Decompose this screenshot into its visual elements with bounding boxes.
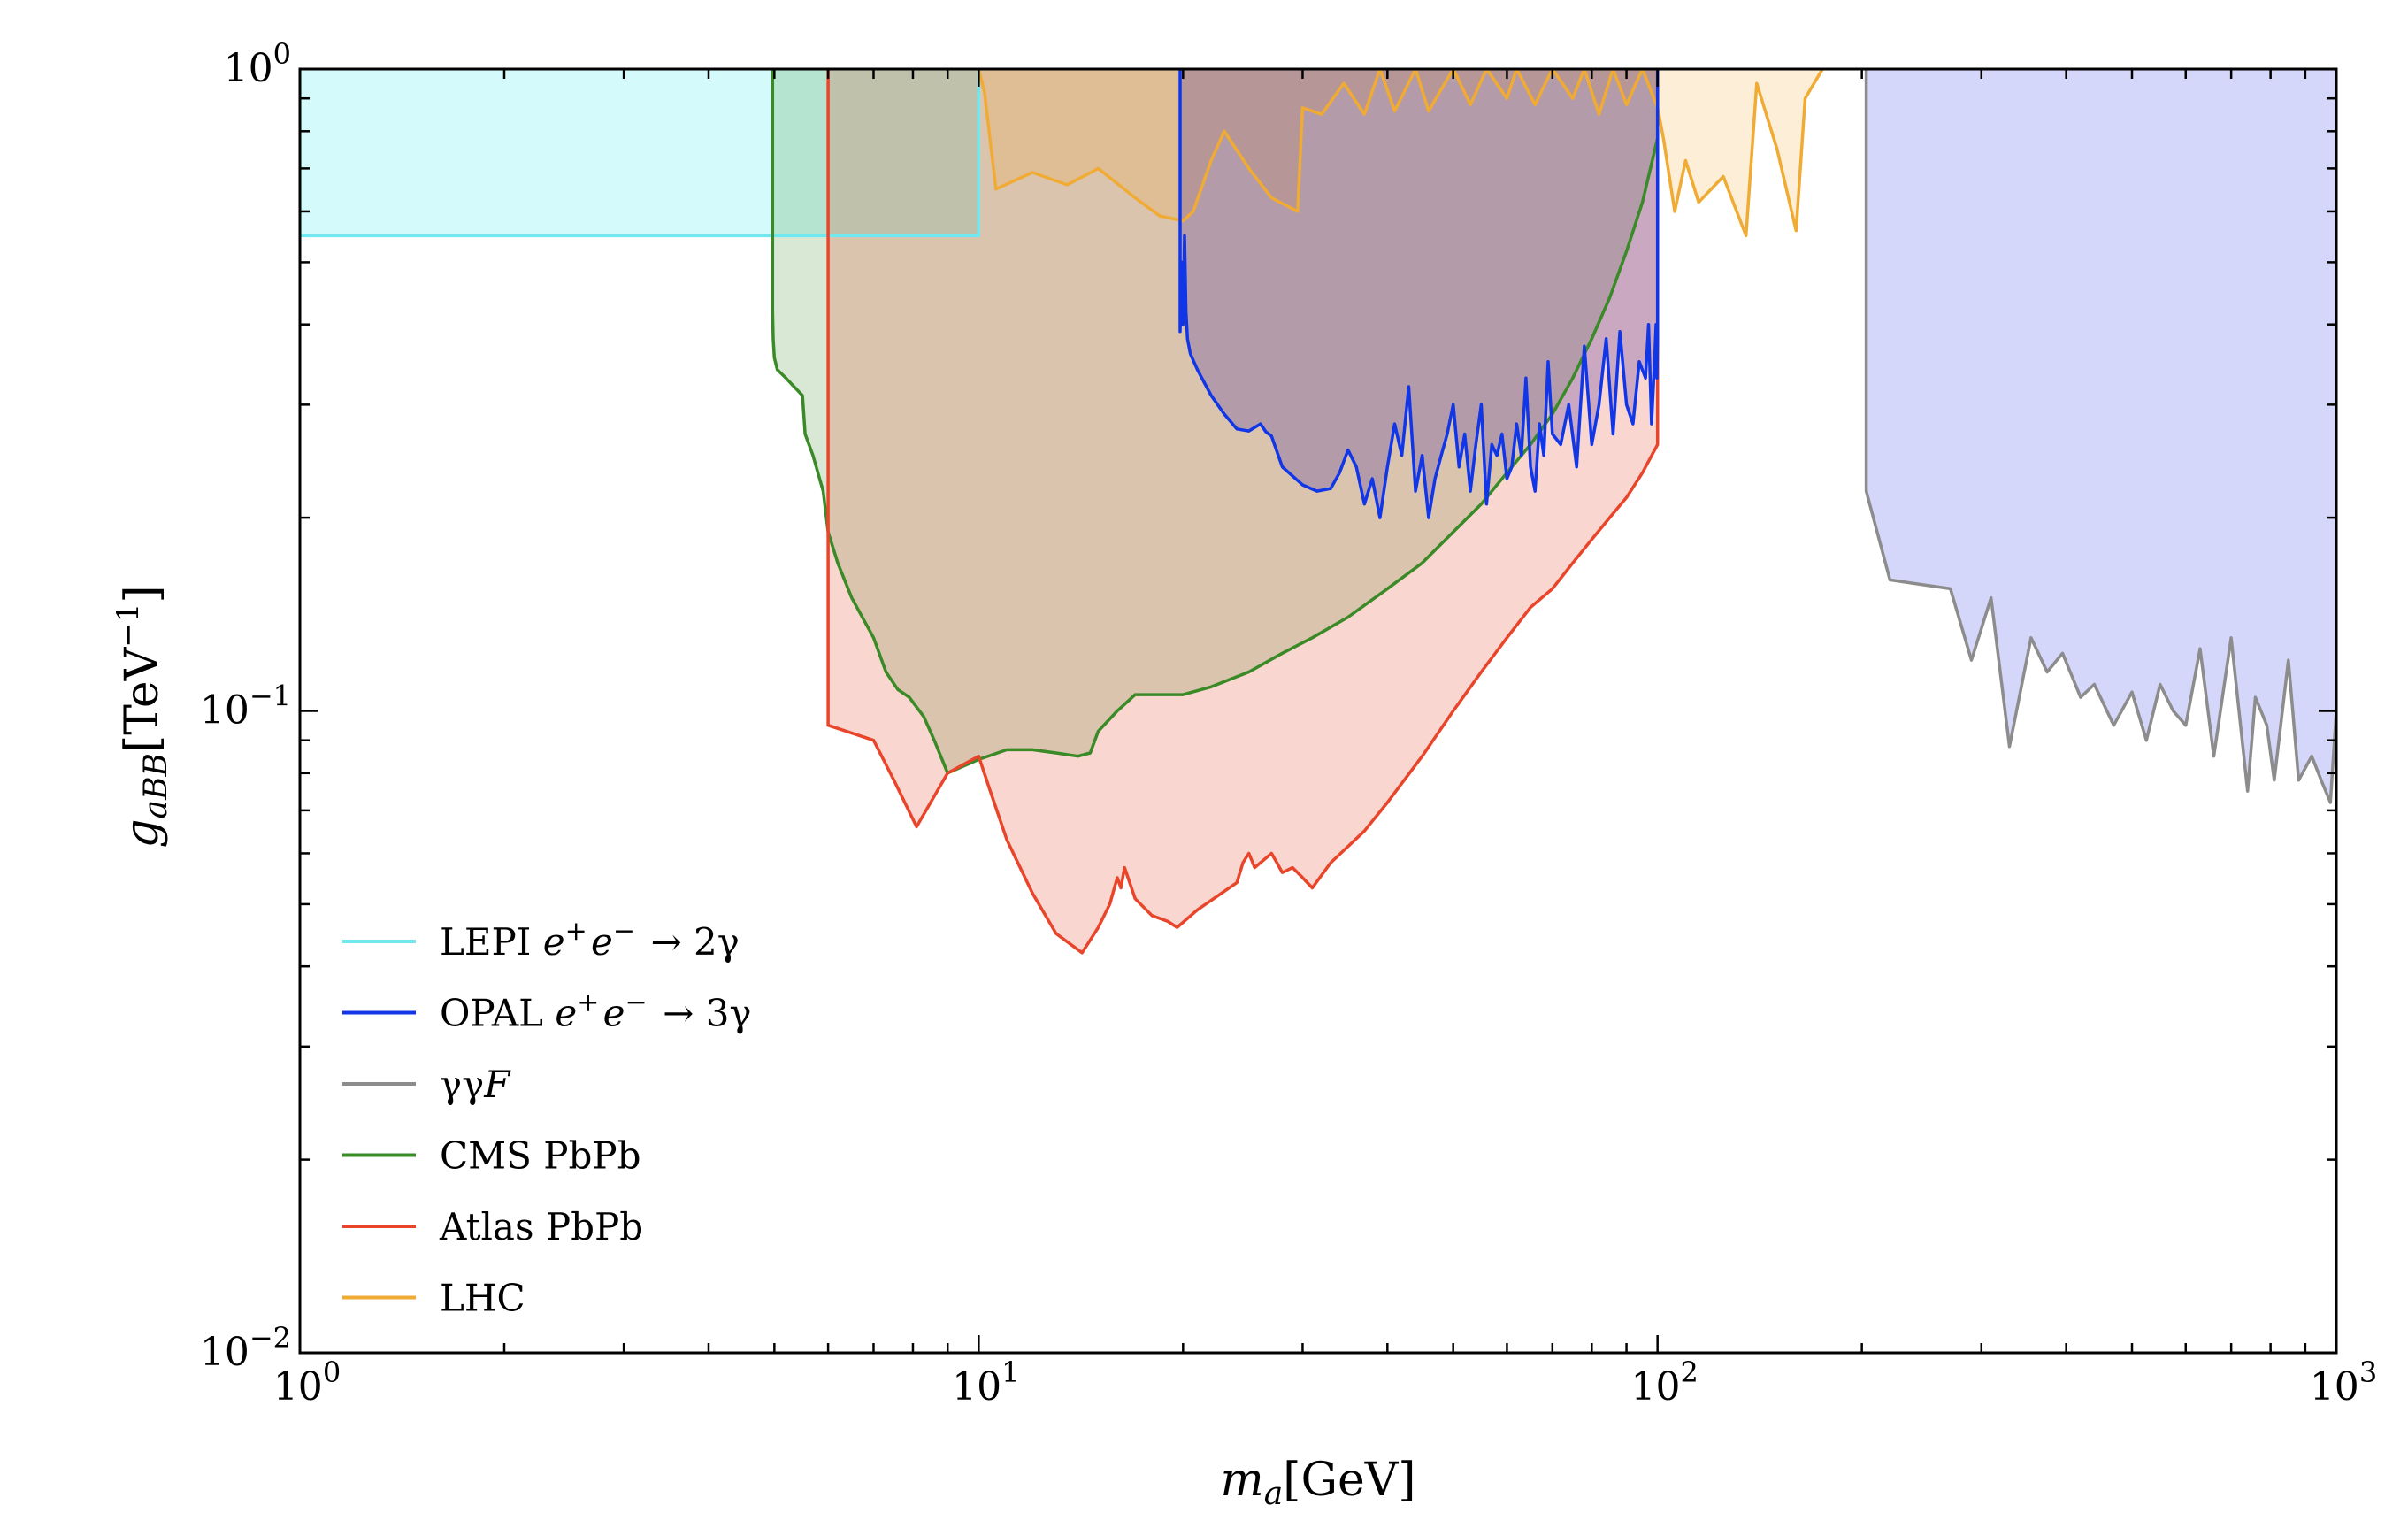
legend-label-symbol: e bbox=[543, 920, 565, 964]
legend-label-italic: F bbox=[483, 1063, 511, 1106]
series-line-f bbox=[1864, 69, 2336, 804]
y-tick-label-exponent: 0 bbox=[273, 37, 291, 71]
y-tick-label: 100 bbox=[224, 37, 291, 91]
y-tick-label: 10−2 bbox=[200, 1321, 291, 1375]
series-line-opal-e-e-3 bbox=[1178, 69, 1660, 519]
region-fill-atlas-pbpb bbox=[828, 69, 1658, 953]
series-line-lhc bbox=[977, 69, 1824, 238]
x-axis-unit: [GeV] bbox=[1283, 1454, 1415, 1507]
x-tick-label-base: 10 bbox=[952, 1364, 1001, 1409]
y-axis-symbol: g bbox=[116, 818, 169, 848]
x-tick-label-exponent: 3 bbox=[2359, 1356, 2377, 1389]
region-fill-cms-pbpb bbox=[772, 69, 1658, 773]
legend-label-superscript: − bbox=[625, 987, 647, 1018]
legend-label-symbol: e bbox=[591, 920, 613, 964]
legend-label-cms-pbpb: CMS PbPb bbox=[440, 1134, 641, 1178]
legend-label-text: LHC bbox=[440, 1277, 525, 1320]
y-tick-label-base: 10 bbox=[200, 1330, 249, 1375]
x-axis-symbol: m bbox=[1220, 1454, 1263, 1507]
legend-label-text: CMS PbPb bbox=[440, 1134, 641, 1178]
legend-label-f: γγF bbox=[440, 1063, 511, 1106]
x-tick-label: 101 bbox=[952, 1356, 1019, 1409]
x-tick-label-base: 10 bbox=[1630, 1364, 1680, 1409]
y-tick-label-base: 10 bbox=[200, 688, 249, 733]
legend-label-text: LEPI bbox=[440, 920, 543, 964]
series-line-atlas-pbpb bbox=[826, 69, 1660, 955]
x-tick-label-exponent: 0 bbox=[323, 1356, 341, 1389]
x-tick-label-exponent: 2 bbox=[1680, 1356, 1698, 1389]
legend-label-lepi-e-e-2: LEPI e+ e− → 2γ bbox=[440, 916, 740, 964]
legend-label-superscript: + bbox=[577, 987, 599, 1018]
series-line-lepi-e-e-2 bbox=[300, 69, 981, 238]
x-axis-title: ma[GeV] bbox=[1220, 1454, 1415, 1512]
y-axis-unit-exponent: −1 bbox=[111, 603, 146, 648]
region-fill-f bbox=[1866, 69, 2336, 803]
legend-label-superscript: + bbox=[565, 916, 587, 947]
legend-label-symbol: e bbox=[603, 992, 625, 1035]
legend-label-tail: → 2γ bbox=[639, 920, 740, 964]
y-axis-unit-close: ] bbox=[116, 585, 169, 603]
y-tick-label-exponent: −1 bbox=[249, 680, 291, 713]
region-fill-lepi-e-e-2 bbox=[300, 69, 979, 236]
x-tick-label-base: 10 bbox=[2310, 1364, 2359, 1409]
plot-frame bbox=[298, 67, 2338, 1355]
y-tick-label-exponent: −2 bbox=[249, 1321, 291, 1355]
y-axis-subscript: aBB bbox=[138, 753, 174, 818]
x-axis-subscript: a bbox=[1264, 1476, 1283, 1512]
legend-label-tail: → 3γ bbox=[651, 992, 752, 1035]
x-tick-label-base: 10 bbox=[273, 1364, 323, 1409]
legend-label-opal-e-e-3: OPAL e+ e− → 3γ bbox=[440, 987, 752, 1035]
x-tick-label-exponent: 1 bbox=[1001, 1356, 1019, 1389]
series-lines bbox=[300, 69, 2336, 955]
legend-label-text: OPAL bbox=[440, 992, 555, 1035]
x-tick-label: 102 bbox=[1630, 1356, 1698, 1409]
legend-label-atlas-pbpb: Atlas PbPb bbox=[439, 1205, 643, 1248]
legend-label-text: Atlas PbPb bbox=[439, 1205, 643, 1248]
y-tick-label: 10−1 bbox=[200, 680, 291, 733]
y-axis-unit-open: [TeV bbox=[116, 646, 169, 753]
legend-label-symbol: e bbox=[555, 992, 577, 1035]
x-tick-label: 100 bbox=[273, 1356, 341, 1409]
legend-label-text: γγ bbox=[440, 1063, 484, 1106]
legend-label-lhc: LHC bbox=[440, 1277, 525, 1320]
y-tick-label-base: 10 bbox=[224, 46, 273, 91]
x-tick-label: 103 bbox=[2310, 1356, 2377, 1409]
region-fill-lhc bbox=[978, 69, 1823, 236]
y-axis-title: gaBB[TeV−1] bbox=[111, 585, 174, 848]
region-fills bbox=[300, 69, 2336, 953]
legend-label-superscript: − bbox=[613, 916, 635, 947]
